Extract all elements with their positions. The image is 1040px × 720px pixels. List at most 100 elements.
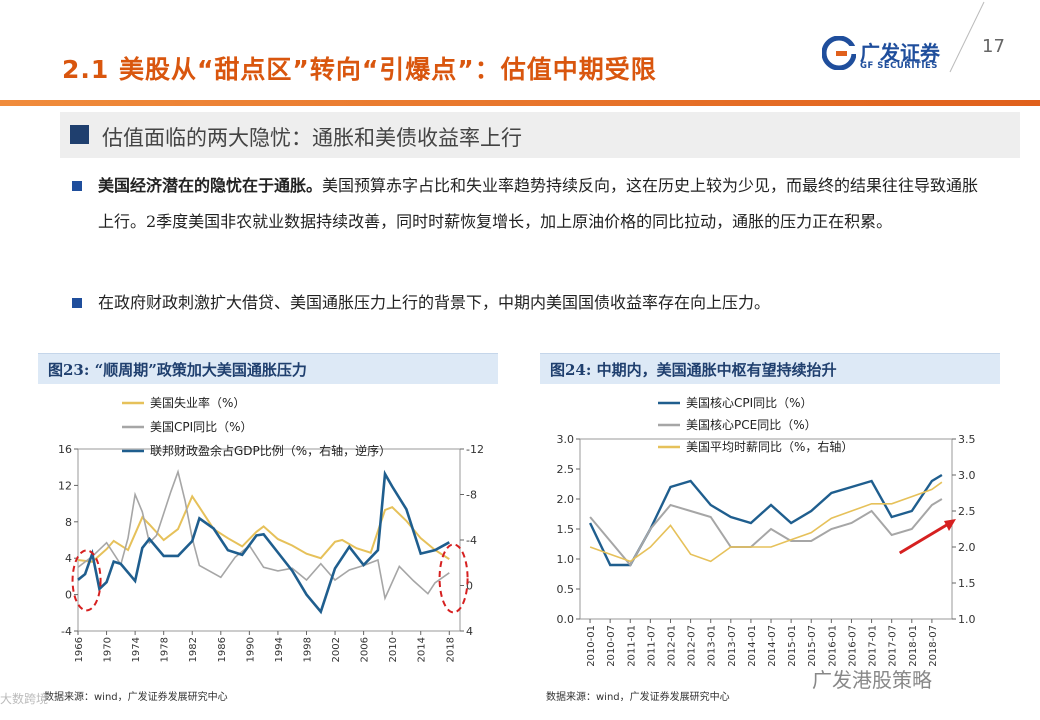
bullet-square-icon — [72, 181, 82, 191]
legend-label: 美国核心PCE同比（%） — [686, 418, 817, 432]
x-tick-label: 1966 — [74, 637, 85, 662]
x-tick-label: 2015-07 — [807, 625, 818, 667]
bullet-item: 美国经济潜在的隐忧在于通胀。美国预算赤字占比和失业率趋势持续反向，这在历史上较为… — [72, 168, 992, 240]
right-tick-label: 2.5 — [958, 505, 976, 518]
logo-english-name: GF SECURITIES — [860, 61, 938, 71]
series-line-1 — [77, 494, 450, 563]
right-tick-label: 4 — [466, 625, 473, 638]
x-tick-label: 2013-07 — [727, 625, 738, 667]
left-tick-label: 0.5 — [557, 583, 575, 596]
right-tick-label: 3.0 — [958, 469, 976, 482]
chart-source-fig24: 数据来源：wind，广发证券发展研究中心 — [546, 692, 730, 703]
chart-caption-bar: 图24: 中期内，美国通胀中枢有望持续抬升 — [540, 353, 1000, 384]
x-tick-label: 1986 — [217, 637, 228, 662]
left-tick-label: 0 — [65, 589, 72, 602]
gf-logo-icon — [822, 36, 856, 70]
chart-fig24: 3.0 2.5 2.0 1.5 1.0 0.5 0.0 3.5 3.0 2.5 2.0 1.5 1.0 2… — [557, 396, 976, 667]
x-tick-label: 1970 — [103, 637, 114, 662]
highlight-ellipse — [71, 549, 102, 612]
legend-label: 美国核心CPI同比（%） — [686, 396, 813, 410]
right-tick-label: -8 — [466, 489, 477, 502]
left-tick-label: 8 — [65, 516, 72, 529]
plot-frame — [579, 438, 953, 620]
legend-label: 美国CPI同比（%） — [150, 420, 253, 434]
x-tick-label: 2011-07 — [646, 625, 657, 667]
header-accent-bar — [0, 100, 1040, 106]
x-tick-label: 2016-01 — [827, 625, 838, 667]
chart-panel-fig24: 图24: 中期内，美国通胀中枢有望持续抬升 3.0 2.5 2.0 1.5 1.0 0.5… — [540, 353, 1000, 708]
section-square-icon — [70, 125, 89, 144]
legend-label: 美国平均时薪同比（%，右轴） — [686, 439, 853, 454]
chart-caption: 图23: “顺周期”政策加大美国通胀压力 — [48, 361, 307, 379]
section-heading: 估值面临的两大隐忧：通胀和美债收益率上行 — [102, 126, 522, 150]
x-tick-label: 2006 — [360, 637, 371, 662]
x-tick-label: 2012-07 — [687, 625, 698, 667]
left-tick-label: 2.0 — [557, 493, 575, 506]
right-tick-label: 3.5 — [958, 433, 976, 446]
x-tick-label: 1982 — [188, 637, 199, 662]
header-divider — [949, 1, 985, 73]
series-line-2 — [77, 469, 450, 601]
x-tick-label: 2017-01 — [868, 625, 879, 667]
x-tick-label: 2018-07 — [928, 625, 939, 667]
x-tick-label: 1974 — [131, 637, 142, 662]
right-tick-label: 2.0 — [958, 541, 976, 554]
watermark-left: 大数跨境 — [0, 692, 49, 706]
left-tick-label: 12 — [58, 479, 72, 492]
bullet-square-icon — [72, 298, 82, 308]
bullet-item: 在政府财政刺激扩大借贷、美国通胀压力上行的背景下，中期内美国国债收益率存在向上压… — [72, 285, 992, 321]
right-tick-label: -12 — [466, 443, 484, 456]
x-tick-label: 2010-01 — [586, 625, 597, 667]
x-tick-label: 2014-07 — [767, 625, 778, 667]
x-tick-label: 2012-01 — [666, 625, 677, 667]
x-tick-label: 2018-01 — [908, 625, 919, 667]
highlight-ellipse — [438, 543, 469, 614]
chart-caption-bar: 图23: “顺周期”政策加大美国通胀压力 — [38, 353, 498, 384]
left-tick-label: 3.0 — [557, 433, 575, 446]
x-tick-label: 2015-01 — [787, 625, 798, 667]
left-tick-label: 16 — [58, 443, 72, 456]
left-tick-label: 2.5 — [557, 463, 575, 476]
legend-label: 美国失业率（%） — [150, 395, 245, 410]
series-line-3 — [589, 481, 943, 563]
x-tick-label: 2013-01 — [707, 625, 718, 667]
x-tick-label: 2011-01 — [626, 625, 637, 667]
chart-fig23: 16 12 8 4 0 -4 -12 -8 -4 0 4 1966 1970 1974 1978 1982 19… — [58, 395, 484, 662]
right-tick-label: 1.0 — [958, 613, 976, 626]
x-tick-label: 1998 — [302, 637, 313, 662]
legend-label: 联邦财政盈余占GDP比例（%，右轴，逆序） — [150, 443, 391, 458]
section-heading-bar: 估值面临的两大隐忧：通胀和美债收益率上行 — [60, 112, 1020, 158]
page-title: 2.1 美股从“甜点区”转向“引爆点”：估值中期受限 — [62, 55, 657, 84]
trend-arrow-head-icon — [943, 519, 956, 531]
x-tick-label: 2014 — [417, 637, 428, 662]
x-tick-label: 1990 — [245, 637, 256, 662]
x-tick-label: 2017-07 — [888, 625, 899, 667]
logo-chinese-name: 广发证券 — [860, 41, 940, 65]
right-tick-label: 0 — [466, 580, 473, 593]
right-tick-label: -4 — [466, 534, 477, 547]
x-tick-label: 1994 — [274, 637, 285, 662]
left-tick-label: 0.0 — [557, 613, 575, 626]
series-line-2 — [589, 498, 943, 567]
left-tick-label: -4 — [61, 625, 72, 638]
left-tick-label: 1.0 — [557, 553, 575, 566]
chart-caption: 图24: 中期内，美国通胀中枢有望持续抬升 — [550, 361, 837, 379]
x-tick-label: 2010 — [388, 637, 399, 662]
series-line-3 — [77, 469, 450, 615]
x-tick-label: 2010-07 — [606, 625, 617, 667]
x-tick-label: 2014-01 — [747, 625, 758, 667]
chart-panel-fig23: 图23: “顺周期”政策加大美国通胀压力 16 12 8 4 0 -4 -12 -8 -4 0 4 1… — [38, 353, 498, 708]
x-tick-label: 1978 — [160, 637, 171, 662]
company-logo: 广发证券 GF SECURITIES — [822, 36, 952, 76]
chart-source-fig23: 数据来源：wind，广发证券发展研究中心 — [44, 692, 228, 703]
bullet-bold-text: 美国经济潜在的隐忧在于通胀。 — [98, 176, 323, 195]
left-tick-label: 1.5 — [557, 523, 575, 536]
bullet-text: 美国预算赤字占比和失业率趋势持续反向，这在历史上较为少见，而最终的结果往往导致通… — [98, 176, 979, 231]
bullet-text: 在政府财政刺激扩大借贷、美国通胀压力上行的背景下，中期内美国国债收益率存在向上压… — [98, 293, 771, 312]
left-tick-label: 4 — [65, 552, 72, 565]
x-tick-label: 2018 — [445, 637, 456, 662]
watermark-right: 广发港股策略 — [812, 668, 932, 692]
x-tick-label: 2016-07 — [847, 625, 858, 667]
x-tick-label: 2002 — [331, 637, 342, 662]
page-number: 17 — [982, 36, 1005, 57]
